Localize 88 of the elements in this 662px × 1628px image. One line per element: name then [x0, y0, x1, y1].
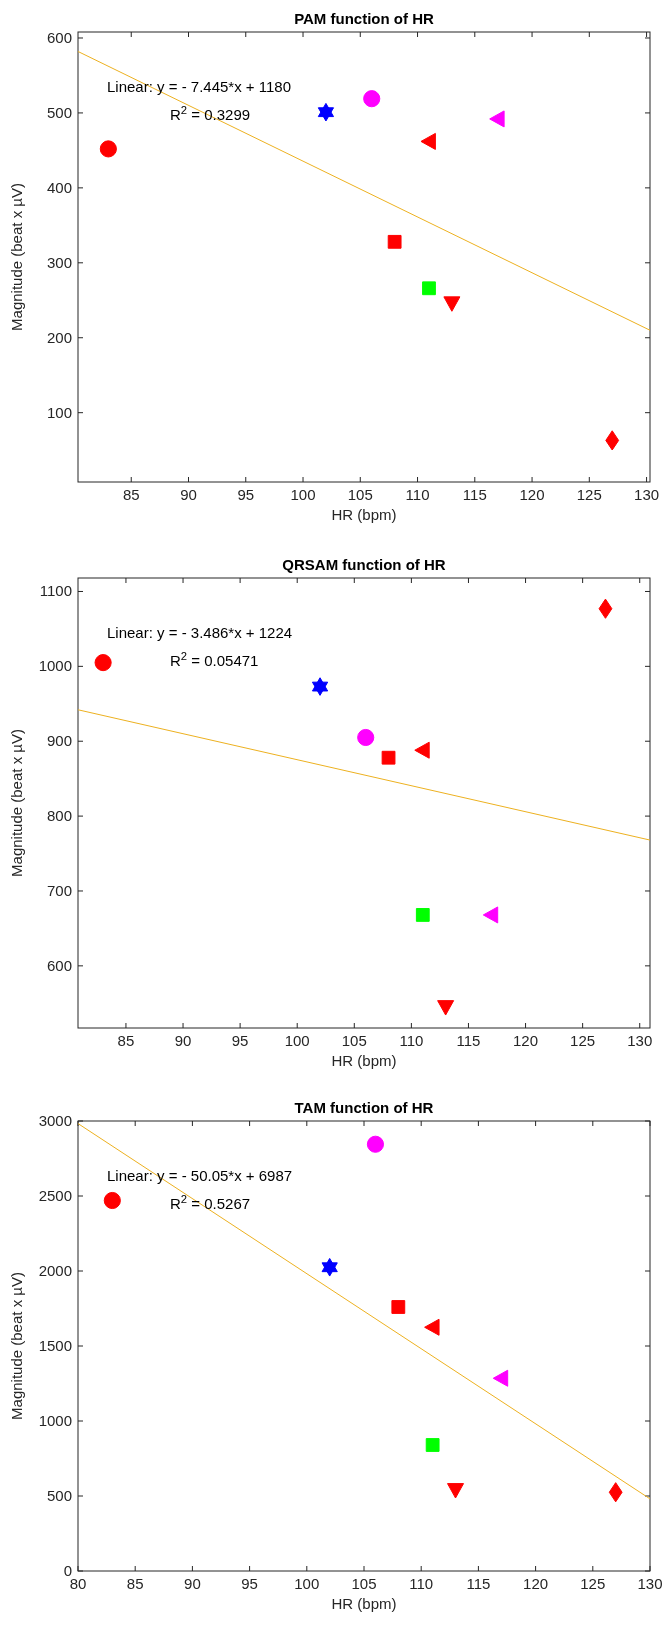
point	[447, 1483, 465, 1499]
x-axis-title: HR (bpm)	[331, 1595, 397, 1612]
point	[605, 430, 620, 451]
x-tick-label: 115	[456, 1032, 481, 1049]
annotation: R$^{2}$ = 0.05471	[170, 650, 259, 669]
x-tick-label: 115	[462, 486, 487, 503]
point	[420, 132, 436, 150]
x-tick-label: 100	[284, 1032, 310, 1049]
point	[366, 1135, 385, 1153]
x-axis-title: HR (bpm)	[331, 506, 397, 523]
x-tick-label: 85	[117, 1032, 135, 1049]
x-axis-title: HR (bpm)	[331, 1052, 397, 1069]
x-tick-label: 130	[634, 486, 660, 503]
x-tick-label: 90	[174, 1032, 192, 1049]
point	[94, 654, 112, 672]
x-tick-label: 85	[122, 486, 140, 503]
y-axis-title: Magnitude (beat x µV)	[8, 1272, 25, 1420]
y-tick-label: 2000	[38, 1262, 72, 1279]
y-tick-label: 200	[46, 328, 72, 346]
y-tick-label: 500	[46, 103, 72, 121]
y-tick-label: 800	[46, 807, 72, 825]
x-tick-label: 105	[351, 1575, 377, 1592]
point	[387, 234, 402, 249]
x-tick-label: 120	[523, 1575, 549, 1592]
x-tick-label: 90	[180, 486, 197, 503]
x-tick-label: 125	[576, 486, 602, 503]
point	[363, 90, 381, 108]
x-tick-label: 125	[580, 1575, 606, 1592]
annotation: Linear: y = - 7.445*x + 1180	[107, 78, 292, 95]
x-tick-label: 110	[399, 1032, 424, 1049]
point	[99, 140, 117, 158]
x-tick-label: 105	[347, 486, 373, 503]
x-tick-label: 100	[294, 1575, 320, 1592]
y-tick-label: 1500	[38, 1337, 72, 1354]
x-tick-label: 100	[290, 486, 316, 503]
point	[425, 1438, 440, 1452]
point	[437, 1000, 455, 1016]
point	[492, 1369, 509, 1387]
point	[443, 296, 461, 312]
x-tick-label: 125	[570, 1032, 596, 1049]
x-tick-label: 90	[184, 1575, 201, 1592]
x-tick-label: 115	[466, 1575, 491, 1592]
y-tick-label: 1000	[38, 1412, 72, 1429]
y-tick-label: 500	[46, 1487, 72, 1504]
y-tick-label: 0	[63, 1562, 72, 1579]
x-tick-label: 95	[231, 1032, 249, 1049]
x-tick-label: 85	[126, 1575, 144, 1592]
y-tick-label: 400	[46, 178, 72, 196]
x-tick-label: 120	[519, 486, 545, 503]
point	[482, 906, 499, 924]
chart-title: TAM function of HR	[294, 1099, 434, 1116]
point	[422, 281, 436, 296]
x-tick-label: 110	[405, 486, 430, 503]
x-tick-label: 120	[513, 1032, 539, 1049]
point	[391, 1300, 406, 1314]
y-axis-title: Magnitude (beat x µV)	[8, 183, 25, 331]
x-tick-label: 105	[341, 1032, 367, 1049]
point	[414, 741, 430, 759]
x-tick-label: 130	[637, 1575, 662, 1592]
point	[381, 750, 396, 765]
y-tick-label: 600	[46, 956, 72, 974]
point	[103, 1191, 121, 1210]
x-tick-label: 80	[69, 1575, 87, 1592]
y-tick-label: 3000	[38, 1112, 72, 1129]
y-tick-label: 900	[46, 732, 72, 750]
y-axis-title: Magnitude (beat x µV)	[8, 729, 25, 877]
chart-title: PAM function of HR	[294, 10, 435, 27]
point	[608, 1482, 623, 1503]
y-tick-label: 300	[46, 253, 72, 271]
y-tick-label: 1000	[38, 657, 72, 675]
chart-title: QRSAM function of HR	[282, 556, 446, 573]
annotation: R$^{2}$ = 0.5267	[170, 1193, 251, 1212]
y-tick-label: 100	[46, 403, 72, 421]
point	[415, 908, 430, 922]
point	[489, 110, 505, 128]
x-tick-label: 130	[627, 1032, 653, 1049]
annotation: Linear: y = - 3.486*x + 1224	[107, 624, 293, 641]
y-tick-label: 2500	[38, 1187, 72, 1204]
y-tick-label: 700	[46, 881, 72, 899]
y-tick-label: 1100	[39, 582, 72, 600]
x-tick-label: 110	[409, 1575, 434, 1592]
y-tick-label: 600	[46, 29, 72, 46]
point	[357, 728, 375, 747]
annotation: R$^{2}$ = 0.3299	[170, 104, 251, 123]
x-tick-label: 95	[241, 1575, 258, 1592]
x-tick-label: 95	[237, 486, 255, 503]
point	[424, 1318, 440, 1336]
point	[598, 598, 613, 619]
